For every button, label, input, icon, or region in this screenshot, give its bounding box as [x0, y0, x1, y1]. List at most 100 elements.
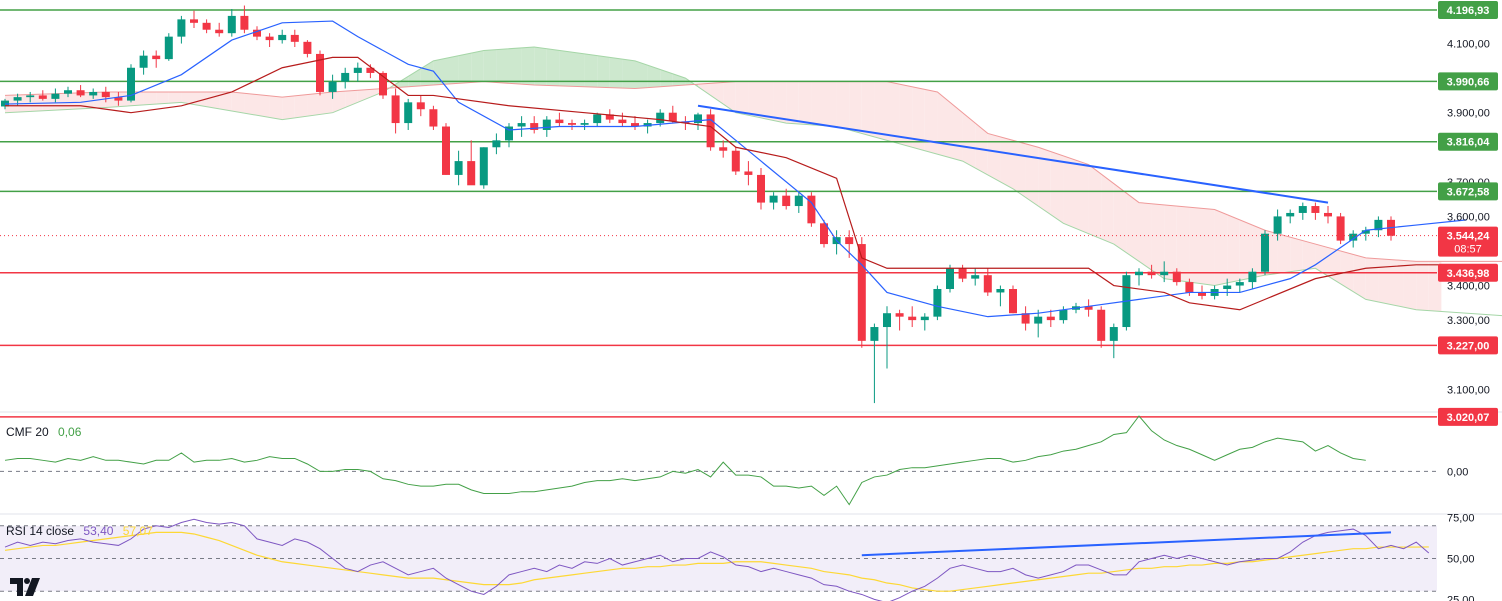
- price-level-tag-label: 3.227,00: [1447, 340, 1490, 352]
- candle-body: [580, 123, 589, 125]
- ichimoku-cloud-segment: [811, 81, 824, 126]
- candle-body: [379, 72, 387, 96]
- candle-body: [820, 223, 828, 245]
- candle-body: [996, 289, 1005, 293]
- ichimoku-cloud-segment: [332, 91, 346, 113]
- ichimoku-cloud-segment: [1101, 174, 1114, 245]
- last-price-label: 3.544,24: [1447, 231, 1491, 243]
- candle-body: [1336, 216, 1345, 241]
- ichimoku-cloud-segment: [156, 91, 169, 105]
- price-level-tag-label: 4.196,93: [1447, 5, 1490, 17]
- candle-body: [404, 102, 413, 124]
- rsi-y-tick-label: 50,00: [1447, 554, 1475, 566]
- candle-body: [139, 55, 148, 68]
- candle-body: [240, 15, 249, 30]
- ichimoku-cloud-segment: [1365, 257, 1379, 302]
- candle-body: [845, 237, 854, 245]
- ichimoku-cloud-segment: [1113, 183, 1127, 253]
- candle-body: [353, 67, 362, 73]
- cmf-line: [4, 415, 1366, 506]
- candle-body: [769, 195, 778, 203]
- ichimoku-cloud-segment: [962, 112, 976, 169]
- candle-body: [1324, 212, 1332, 217]
- ichimoku-cloud-segment: [1391, 259, 1404, 308]
- candle-body: [933, 289, 942, 317]
- ichimoku-cloud-segment: [912, 86, 925, 151]
- candle-body: [127, 67, 135, 101]
- candle-body: [807, 195, 816, 224]
- ichimoku-cloud-segment: [307, 93, 320, 117]
- candle-body: [870, 327, 879, 341]
- candle-body: [1298, 206, 1307, 213]
- ichimoku-cloud-segment: [1088, 164, 1102, 239]
- ichimoku-cloud-segment: [231, 91, 245, 114]
- candle-body: [290, 34, 299, 42]
- candle-body: [618, 119, 627, 124]
- candle-body: [177, 19, 186, 37]
- ichimoku-cloud-segment: [773, 81, 787, 124]
- y-axis-tick-label: 3.900,00: [1447, 108, 1490, 120]
- candle-body: [1349, 233, 1358, 241]
- ichimoku-cloud-segment: [1025, 143, 1039, 207]
- price-level-tag: [1438, 132, 1498, 151]
- ichimoku-cloud-segment: [408, 68, 421, 87]
- candle-body: [1059, 309, 1068, 321]
- ichimoku-cloud-segment: [181, 91, 194, 105]
- candle-body: [505, 126, 513, 141]
- candle-countdown-label: 08:57: [1454, 244, 1482, 256]
- candle-body: [857, 244, 866, 341]
- candle-body: [517, 123, 526, 127]
- ichimoku-cloud-segment: [987, 133, 1001, 182]
- candle-body: [1185, 282, 1194, 293]
- ichimoku-cloud-segment: [559, 50, 572, 87]
- ichimoku-cloud-segment: [1302, 240, 1316, 270]
- ichimoku-cloud-segment: [761, 81, 774, 121]
- ichimoku-cloud-segment: [572, 52, 585, 87]
- ichimoku-cloud-segment: [1353, 254, 1366, 300]
- candle-body: [958, 268, 967, 279]
- ichimoku-cloud-segment: [1290, 237, 1303, 272]
- ichimoku-cloud-segment: [357, 89, 371, 103]
- resistance-trendline: [697, 104, 1329, 204]
- ichimoku-cloud-segment: [899, 84, 913, 148]
- ichimoku-cloud-segment: [1151, 203, 1165, 279]
- ichimoku-cloud-segment: [937, 91, 950, 158]
- ichimoku-cloud-segment: [433, 58, 446, 86]
- rsi-ma-line: [4, 531, 1429, 592]
- ichimoku-cloud-segment: [622, 59, 635, 89]
- candle-body: [1286, 212, 1295, 217]
- ichimoku-cloud-segment: [1202, 208, 1215, 286]
- candle-body: [391, 95, 400, 124]
- candle-body: [467, 161, 476, 186]
- ichimoku-cloud-segment: [1328, 247, 1341, 284]
- candle-body: [1135, 271, 1143, 276]
- candle-body: [1147, 271, 1156, 276]
- ichimoku-cloud-segment: [1164, 204, 1177, 281]
- candle-body: [416, 102, 425, 110]
- candle-body: [782, 195, 791, 207]
- ichimoku-cloud-segment: [660, 69, 673, 87]
- ichimoku-cloud-segment: [798, 81, 812, 125]
- kijun-sen-line: [5, 56, 1467, 311]
- candle-body: [971, 275, 980, 279]
- candle-body: [152, 55, 161, 60]
- price-level-tag-label: 3.436,98: [1447, 268, 1490, 280]
- ichimoku-cloud-segment: [1403, 260, 1417, 310]
- candle-body: [946, 268, 954, 290]
- candle-body: [542, 119, 551, 130]
- ichimoku-cloud-segment: [1214, 209, 1228, 286]
- candle-body: [1223, 285, 1232, 290]
- candle-body: [555, 119, 564, 124]
- cmf-zero-tick-label: 0,00: [1447, 466, 1468, 478]
- ichimoku-cloud-segment: [748, 81, 761, 118]
- candle-body: [1160, 271, 1169, 276]
- candle-body: [164, 36, 173, 60]
- price-level-tag: [1438, 336, 1498, 355]
- candle-body: [190, 19, 198, 23]
- ichimoku-cloud-segment: [698, 83, 711, 96]
- last-price-tag: [1438, 226, 1498, 257]
- ichimoku-cloud-segment: [1189, 207, 1202, 284]
- tradingview-logo-icon[interactable]: [10, 576, 44, 598]
- ichimoku-cloud-segment: [710, 82, 724, 105]
- candle-body: [114, 97, 123, 101]
